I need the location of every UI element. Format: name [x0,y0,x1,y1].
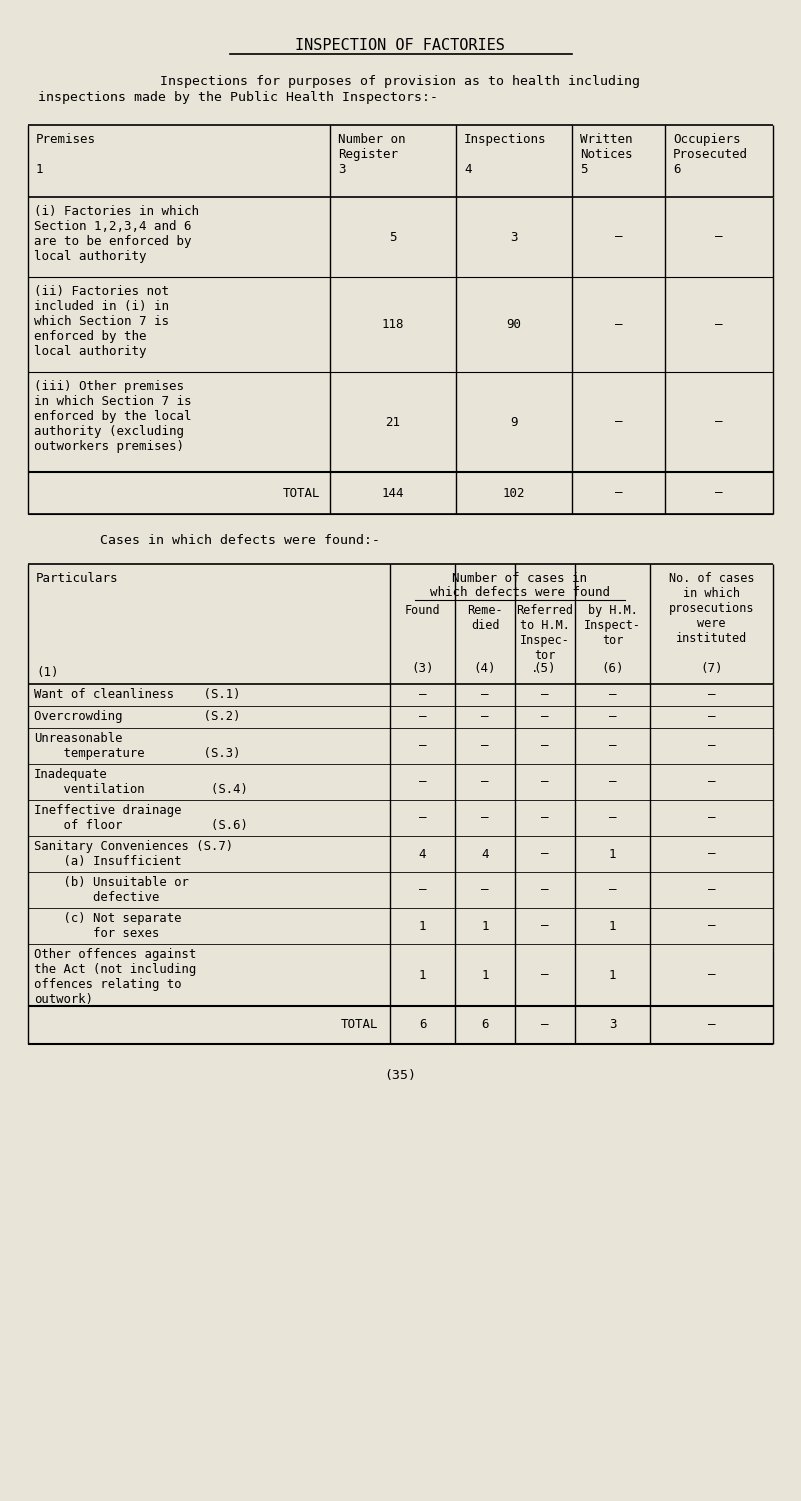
Text: —: — [419,776,426,788]
Text: (iii) Other premises
in which Section 7 is
enforced by the local
authority (excl: (iii) Other premises in which Section 7 … [34,380,191,453]
Text: —: — [419,710,426,723]
Text: Found: Found [405,603,441,617]
Text: (1): (1) [36,666,58,678]
Text: 3: 3 [510,231,517,243]
Text: —: — [481,710,489,723]
Text: —: — [715,416,723,428]
Text: 9: 9 [510,416,517,428]
Text: .: . [531,662,539,675]
Text: 102: 102 [503,486,525,500]
Text: —: — [614,486,622,500]
Text: —: — [708,848,715,860]
Text: —: — [614,416,622,428]
Text: TOTAL: TOTAL [340,1019,378,1031]
Text: 1: 1 [609,968,616,982]
Text: 1: 1 [419,968,426,982]
Text: (4): (4) [473,662,497,675]
Text: Occupiers
Prosecuted
6: Occupiers Prosecuted 6 [673,134,748,176]
Text: —: — [481,776,489,788]
Text: 6: 6 [419,1019,426,1031]
Text: 3: 3 [609,1019,616,1031]
Text: Sanitary Conveniences (S.7)
    (a) Insufficient: Sanitary Conveniences (S.7) (a) Insuffic… [34,841,233,868]
Text: —: — [541,776,549,788]
Text: Premises

1: Premises 1 [36,134,96,176]
Text: Other offences against
the Act (not including
offences relating to
outwork): Other offences against the Act (not incl… [34,949,196,1006]
Text: —: — [541,968,549,982]
Text: (5): (5) [533,662,556,675]
Text: —: — [614,231,622,243]
Text: (35): (35) [384,1069,416,1082]
Text: Want of cleanliness    (S.1): Want of cleanliness (S.1) [34,687,240,701]
Text: by H.M.
Inspect-
tor: by H.M. Inspect- tor [584,603,641,647]
Text: Number of cases in: Number of cases in [453,572,587,585]
Text: —: — [541,710,549,723]
Text: Unreasonable
    temperature        (S.3): Unreasonable temperature (S.3) [34,732,240,760]
Text: —: — [708,1019,715,1031]
Text: —: — [541,884,549,896]
Text: —: — [541,812,549,824]
Text: —: — [481,689,489,701]
Text: —: — [419,689,426,701]
Text: —: — [481,740,489,752]
Text: Written
Notices
5: Written Notices 5 [580,134,633,176]
Text: —: — [609,776,616,788]
Text: —: — [708,710,715,723]
Text: Cases in which defects were found:-: Cases in which defects were found:- [100,534,380,546]
Text: 21: 21 [385,416,400,428]
Text: 118: 118 [382,318,405,332]
Text: No. of cases
in which
prosecutions
were
instituted: No. of cases in which prosecutions were … [669,572,755,645]
Text: (ii) Factories not
included in (i) in
which Section 7 is
enforced by the
local a: (ii) Factories not included in (i) in wh… [34,285,169,359]
Text: —: — [541,689,549,701]
Text: Reme-
died: Reme- died [467,603,503,632]
Text: inspections made by the Public Health Inspectors:-: inspections made by the Public Health In… [38,92,438,104]
Text: —: — [609,740,616,752]
Text: —: — [419,740,426,752]
Text: —: — [541,848,549,860]
Text: Referred
to H.M.
Inspec-
tor: Referred to H.M. Inspec- tor [517,603,574,662]
Text: 90: 90 [506,318,521,332]
Text: —: — [708,968,715,982]
Text: Inadequate
    ventilation         (S.4): Inadequate ventilation (S.4) [34,769,248,796]
Text: —: — [419,884,426,896]
Text: —: — [609,884,616,896]
Text: Inspections for purposes of provision as to health including: Inspections for purposes of provision as… [160,75,640,89]
Text: —: — [708,776,715,788]
Text: Inspections

4: Inspections 4 [464,134,546,176]
Text: (6): (6) [602,662,624,675]
Text: —: — [708,812,715,824]
Text: (7): (7) [700,662,723,675]
Text: —: — [541,740,549,752]
Text: —: — [715,231,723,243]
Text: Particulars: Particulars [36,572,119,585]
Text: INSPECTION OF FACTORIES: INSPECTION OF FACTORIES [295,38,505,53]
Text: 1: 1 [481,968,489,982]
Text: (3): (3) [411,662,434,675]
Text: (i) Factories in which
Section 1,2,3,4 and 6
are to be enforced by
local authori: (i) Factories in which Section 1,2,3,4 a… [34,206,199,263]
Text: 4: 4 [419,848,426,860]
Text: —: — [481,884,489,896]
Text: —: — [708,689,715,701]
Text: 1: 1 [609,920,616,932]
Text: —: — [715,486,723,500]
Text: —: — [541,920,549,932]
Text: 4: 4 [481,848,489,860]
Text: —: — [481,812,489,824]
Text: 144: 144 [382,486,405,500]
Text: —: — [419,812,426,824]
Text: —: — [609,689,616,701]
Text: Overcrowding           (S.2): Overcrowding (S.2) [34,710,240,723]
Text: —: — [708,884,715,896]
Text: —: — [708,920,715,932]
Text: Ineffective drainage
    of floor            (S.6): Ineffective drainage of floor (S.6) [34,805,248,832]
Text: (c) Not separate
        for sexes: (c) Not separate for sexes [34,913,182,940]
Text: —: — [609,710,616,723]
Text: 1: 1 [481,920,489,932]
Text: 1: 1 [609,848,616,860]
Text: —: — [609,812,616,824]
Text: —: — [614,318,622,332]
Text: —: — [541,1019,549,1031]
Text: which defects were found: which defects were found [430,585,610,599]
Text: 1: 1 [419,920,426,932]
Text: Number on
Register
3: Number on Register 3 [338,134,405,176]
Text: —: — [715,318,723,332]
